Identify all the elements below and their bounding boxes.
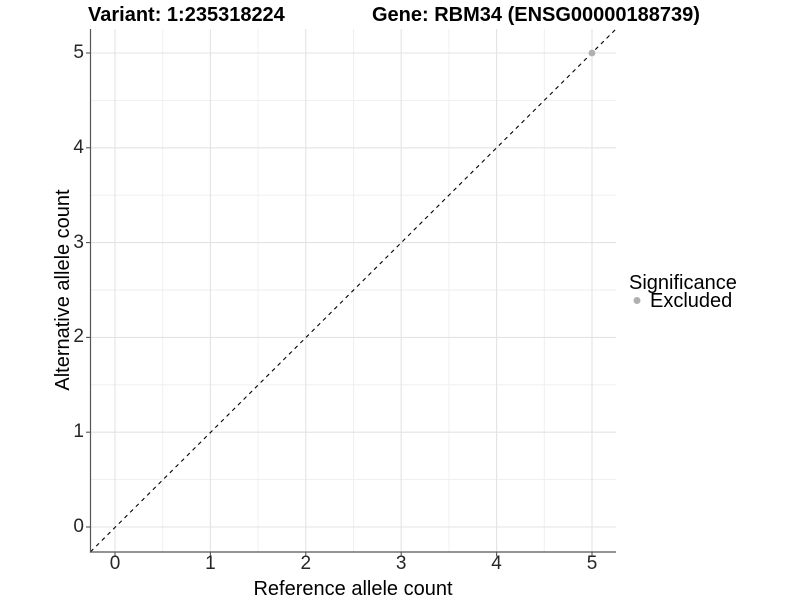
- plot-title-variant: Variant: 1:235318224: [88, 4, 285, 26]
- y-tick-label-4: 4: [73, 137, 84, 158]
- y-axis-title: Alternative allele count: [52, 189, 74, 391]
- x-tick-label-1: 1: [205, 553, 216, 574]
- y-tick-label-0: 0: [73, 516, 84, 537]
- grid-minor: [90, 29, 616, 552]
- x-tick-label-3: 3: [395, 553, 407, 574]
- data-point-excluded: [588, 49, 596, 57]
- x-tick-label-0: 0: [109, 553, 121, 574]
- y-tick-label-5: 5: [73, 42, 84, 63]
- axis-lines: [89, 29, 616, 553]
- plot-title-gene: Gene: RBM34 (ENSG00000188739): [372, 4, 700, 26]
- legend-item-excluded: Excluded: [650, 290, 733, 312]
- identity-dashed-line: [90, 28, 617, 553]
- x-tick-label-5: 5: [586, 553, 598, 574]
- legend-key: [633, 297, 641, 304]
- legend-key-dot-icon: [633, 297, 641, 304]
- grid-major: [90, 29, 616, 552]
- y-tick-label-3: 3: [73, 232, 84, 253]
- legend-title: Significance: [629, 272, 737, 294]
- x-axis-title: Reference allele count: [253, 578, 453, 600]
- y-tick-label-1: 1: [73, 421, 84, 442]
- axis-tick-marks: [86, 52, 593, 557]
- x-tick-label-4: 4: [491, 553, 502, 574]
- y-tick-label-2: 2: [73, 326, 84, 347]
- x-tick-label-2: 2: [300, 553, 312, 574]
